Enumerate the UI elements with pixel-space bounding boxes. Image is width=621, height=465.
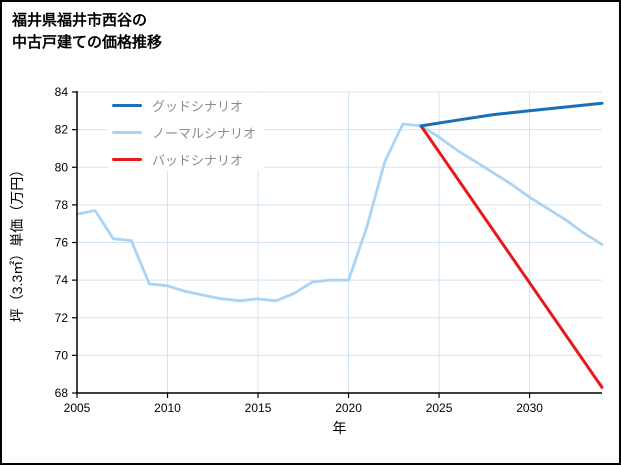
- svg-text:2030: 2030: [516, 401, 543, 415]
- chart-title-line2: 中古戸建ての価格推移: [12, 34, 163, 51]
- svg-text:2025: 2025: [426, 401, 453, 415]
- good-scenario-line-icon: [112, 103, 142, 107]
- legend-label-bad: バッドシナリオ: [152, 152, 244, 168]
- svg-text:74: 74: [55, 273, 69, 287]
- svg-text:70: 70: [55, 348, 69, 362]
- legend-item-good: グッドシナリオ: [112, 96, 256, 114]
- chart-title: 福井県福井市西谷の 中古戸建ての価格推移: [12, 10, 162, 54]
- svg-text:2015: 2015: [245, 401, 272, 415]
- svg-text:2005: 2005: [64, 401, 91, 415]
- svg-text:84: 84: [55, 85, 69, 99]
- svg-text:78: 78: [55, 198, 69, 212]
- legend-label-normal: ノーマルシナリオ: [152, 125, 257, 141]
- svg-text:82: 82: [55, 123, 69, 137]
- chart-legend: グッドシナリオ ノーマルシナリオ バッドシナリオ: [108, 93, 265, 171]
- bad-scenario-line-icon: [112, 157, 142, 161]
- legend-label-good: グッドシナリオ: [152, 98, 244, 114]
- svg-text:76: 76: [55, 236, 69, 250]
- svg-text:68: 68: [55, 386, 69, 400]
- svg-text:72: 72: [55, 311, 69, 325]
- svg-text:2020: 2020: [335, 401, 362, 415]
- chart-title-line1: 福井県福井市西谷の: [12, 12, 148, 29]
- svg-text:80: 80: [55, 160, 69, 174]
- normal-scenario-line-icon: [112, 130, 142, 134]
- legend-item-bad: バッドシナリオ: [112, 150, 256, 168]
- svg-text:坪（3.3㎡）単価（万円）: 坪（3.3㎡）単価（万円）: [9, 163, 25, 322]
- svg-text:2010: 2010: [154, 401, 181, 415]
- legend-item-normal: ノーマルシナリオ: [112, 123, 256, 141]
- svg-text:年: 年: [333, 420, 347, 436]
